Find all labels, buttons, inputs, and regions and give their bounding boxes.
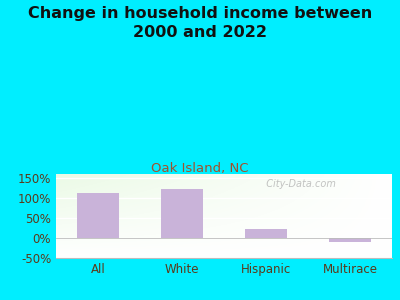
Bar [329, 238, 371, 242]
Bar [161, 189, 203, 238]
Bar [77, 193, 119, 238]
Text: Change in household income between
2000 and 2022: Change in household income between 2000 … [28, 6, 372, 40]
Bar [245, 229, 287, 238]
Text: City-Data.com: City-Data.com [260, 179, 336, 189]
Text: Oak Island, NC: Oak Island, NC [151, 162, 249, 175]
